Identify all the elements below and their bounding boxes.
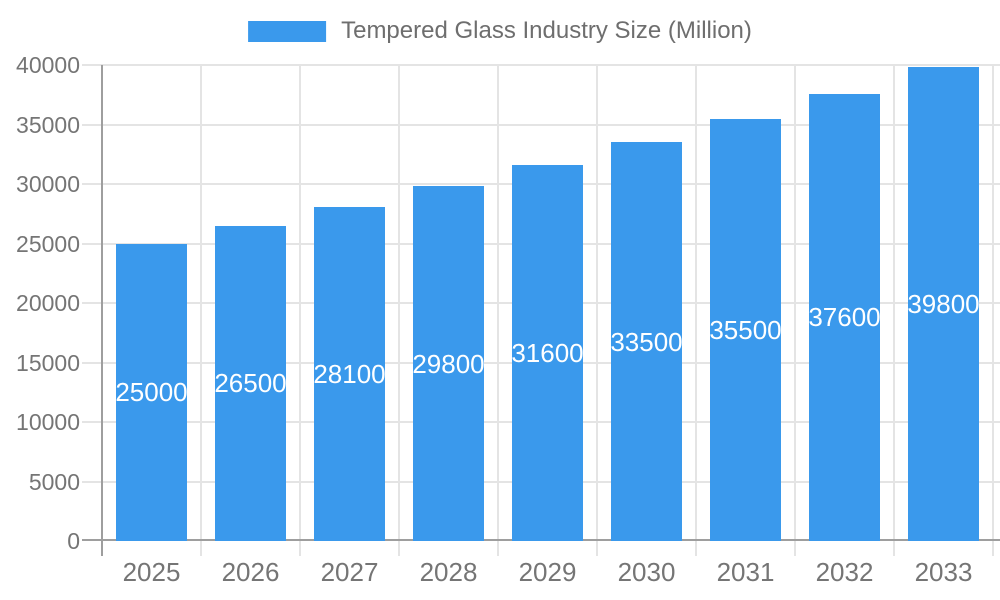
y-axis-tick-label: 40000 — [16, 52, 80, 78]
v-gridline — [596, 65, 598, 556]
y-axis-tick-label: 10000 — [16, 409, 80, 435]
y-axis-tick-label: 5000 — [28, 468, 80, 495]
v-gridline — [695, 65, 697, 556]
bar[interactable]: 37600 — [808, 93, 881, 541]
bar[interactable]: 28100 — [313, 206, 386, 541]
v-gridline — [398, 65, 400, 556]
bar-value-label: 35500 — [709, 314, 782, 345]
legend-label: Tempered Glass Industry Size (Million) — [341, 17, 752, 44]
bar[interactable]: 31600 — [511, 164, 584, 541]
y-axis-tick-label: 20000 — [16, 290, 80, 316]
bar-value-label: 28100 — [313, 358, 386, 389]
bar[interactable]: 25000 — [115, 243, 188, 541]
bar-value-label: 33500 — [610, 326, 683, 357]
bar-value-label: 39800 — [907, 289, 980, 320]
y-axis-tick-label: 25000 — [16, 230, 80, 257]
bar[interactable]: 39800 — [907, 67, 980, 541]
v-gridline — [299, 65, 301, 556]
y-axis-tick-label: 35000 — [16, 111, 80, 138]
bar[interactable]: 29800 — [412, 186, 485, 541]
bar[interactable]: 33500 — [610, 142, 683, 541]
v-gridline — [794, 65, 796, 556]
bar[interactable]: 26500 — [214, 225, 287, 541]
bar-value-label: 26500 — [214, 368, 287, 399]
y-axis-tick-label: 15000 — [16, 349, 80, 376]
v-gridline — [893, 65, 895, 556]
y-axis-tick-label: 30000 — [16, 171, 80, 197]
bar-value-label: 29800 — [412, 348, 485, 379]
y-axis-line — [101, 65, 103, 556]
bar-value-label: 37600 — [808, 302, 881, 333]
y-axis-tick-label: 0 — [67, 528, 80, 554]
x-axis-tick-label: 2032 — [815, 557, 874, 587]
h-gridline — [82, 64, 1000, 66]
v-gridline — [497, 65, 499, 556]
v-gridline — [992, 65, 994, 556]
h-gridline — [82, 123, 1000, 126]
x-axis-tick-label: 2029 — [518, 557, 577, 587]
x-axis-tick-label: 2033 — [914, 557, 973, 587]
x-axis-tick-label: 2028 — [419, 557, 478, 587]
x-axis-tick-label: 2027 — [320, 557, 379, 587]
bar-value-label: 31600 — [511, 337, 584, 368]
v-gridline — [200, 65, 202, 556]
legend-item[interactable]: Tempered Glass Industry Size (Million) — [248, 18, 752, 44]
x-axis-tick-label: 2031 — [716, 557, 775, 587]
legend-swatch-icon — [248, 20, 327, 42]
x-axis-tick-label: 2030 — [617, 557, 676, 587]
bar-value-label: 25000 — [115, 377, 188, 408]
x-axis-tick-label: 2026 — [221, 557, 280, 587]
plot-area: 0 5000 10000 15000 20000 25000 30000 35000 40000… — [16, 52, 1000, 587]
x-axis-tick-label: 2025 — [122, 557, 181, 587]
bar[interactable]: 35500 — [709, 118, 782, 541]
